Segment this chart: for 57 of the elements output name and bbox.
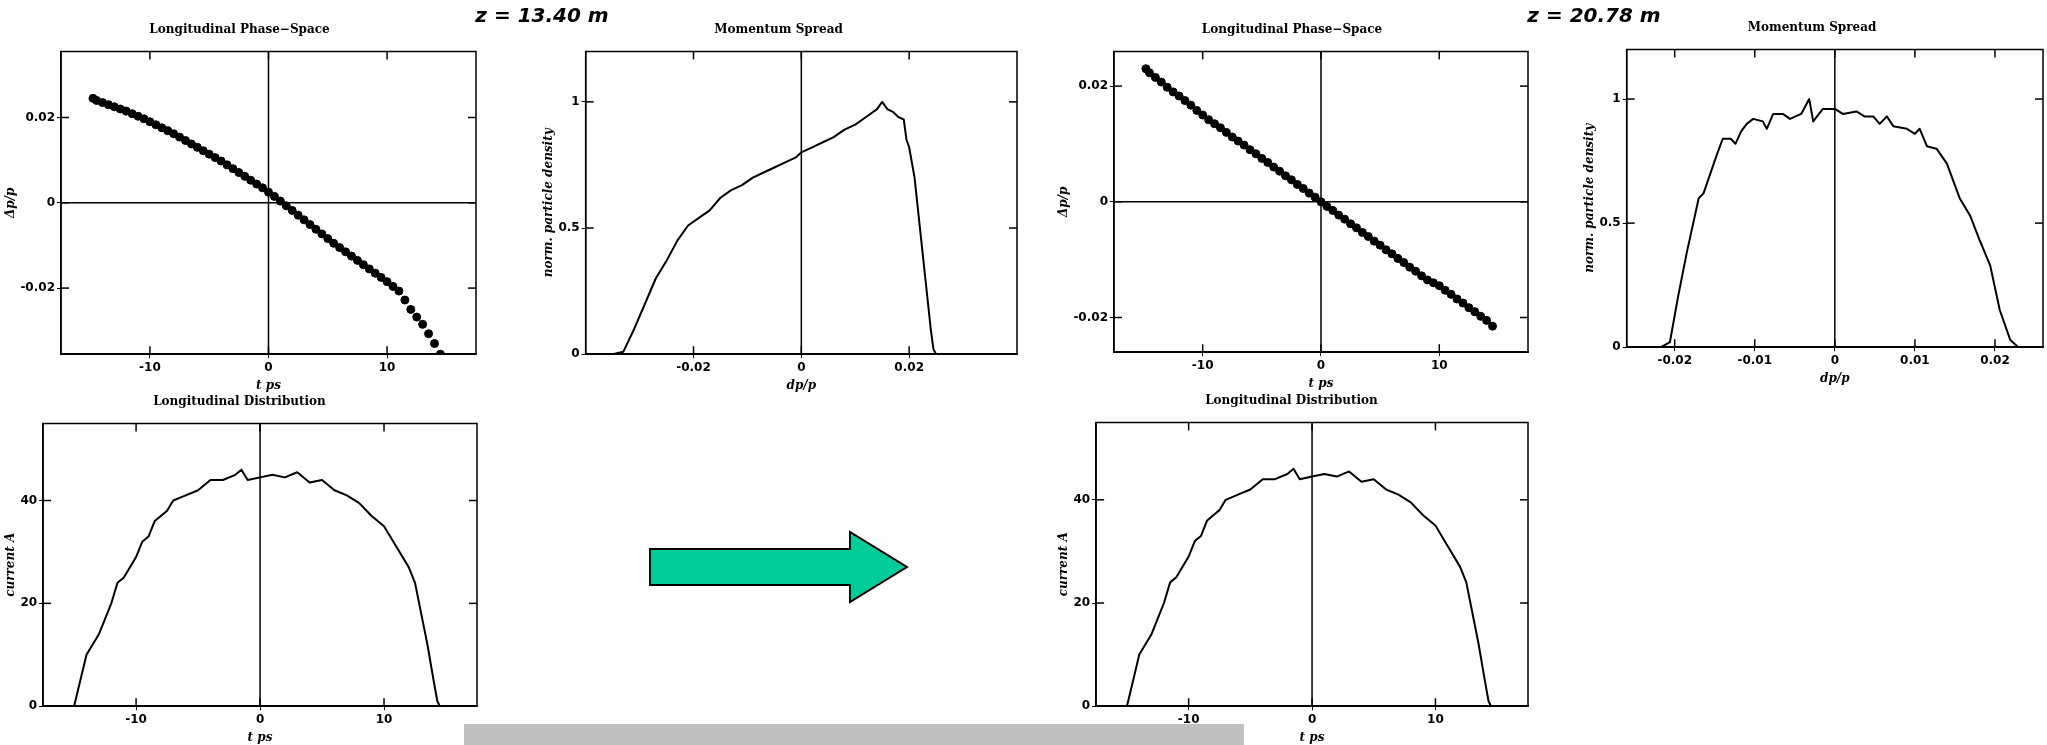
x-axis-title: t ps [1299,729,1325,744]
x-tick-label: -10 [125,711,147,726]
x-tick-label: -10 [1177,711,1200,726]
x-tick-label: 0.02 [894,359,924,374]
y-tick-label: 0 [28,698,38,713]
y-tick-label: 0 [1612,339,1621,354]
y-axis-title: norm. particle density [541,127,556,278]
x-tick-label: 0 [1830,352,1840,367]
x-tick-label: -0.01 [1737,352,1773,367]
y-tick-label: 20 [20,595,38,610]
x-tick-label: -0.02 [1657,352,1692,367]
y-axis-title: norm. particle density [1582,122,1597,273]
y-tick-label: 0 [46,194,55,209]
chart-title: Momentum Spread [714,22,844,37]
y-tick-label: 0.02 [1078,78,1108,93]
x-tick-label: 10 [378,359,396,374]
x-tick-label: 0 [264,359,273,374]
x-tick-label: 0 [1316,357,1326,372]
y-tick-label: 0.5 [558,220,580,235]
x-tick-label: 0 [255,711,265,726]
text: z = 13.40 m [475,3,609,27]
y-tick-label: 0.02 [25,109,55,124]
chart-title: Longitudinal Phase−Space [1201,22,1383,37]
x-axis-title: t ps [247,729,273,744]
x-axis-title: t ps [256,377,282,392]
x-tick-label: 0.02 [1980,352,2010,367]
y-tick-label: -0.02 [20,280,55,295]
y-axis-title: Δp/p [1056,185,1071,219]
x-tick-label: 10 [375,711,393,726]
y-axis-title: current A [1056,532,1071,597]
y-tick-label: 0.5 [1599,215,1621,230]
y-tick-label: 1 [1612,91,1621,106]
chart-title: Longitudinal Distribution [153,394,327,409]
y-tick-label: 40 [20,492,38,507]
y-tick-label: -0.02 [1073,309,1108,324]
x-axis-title: dp/p [786,377,817,392]
y-axis-title: current A [3,532,18,597]
text: z = 20.78 m [1527,3,1661,27]
x-tick-label: 0.01 [1900,352,1930,367]
y-tick-label: 20 [1073,595,1091,610]
chart-title: Momentum Spread [1747,20,1877,35]
y-axis-title: Δp/p [3,186,18,220]
x-axis-title: dp/p [1820,370,1851,385]
y-tick-label: 0 [1099,193,1108,208]
x-tick-label: 0 [797,359,806,374]
x-tick-label: -0.02 [676,359,711,374]
y-tick-label: 0 [1081,698,1091,713]
chart-title: Longitudinal Distribution [1205,393,1379,408]
y-tick-label: 1 [571,93,580,108]
x-tick-label: 0 [1307,711,1317,726]
x-tick-label: -10 [139,359,161,374]
x-tick-label: 10 [1427,711,1444,726]
x-axis-title: t ps [1308,375,1334,390]
x-tick-label: -10 [1191,357,1214,372]
y-tick-label: 40 [1073,491,1091,506]
chart-title: Longitudinal Phase−Space [149,22,331,37]
x-tick-label: 10 [1430,357,1448,372]
